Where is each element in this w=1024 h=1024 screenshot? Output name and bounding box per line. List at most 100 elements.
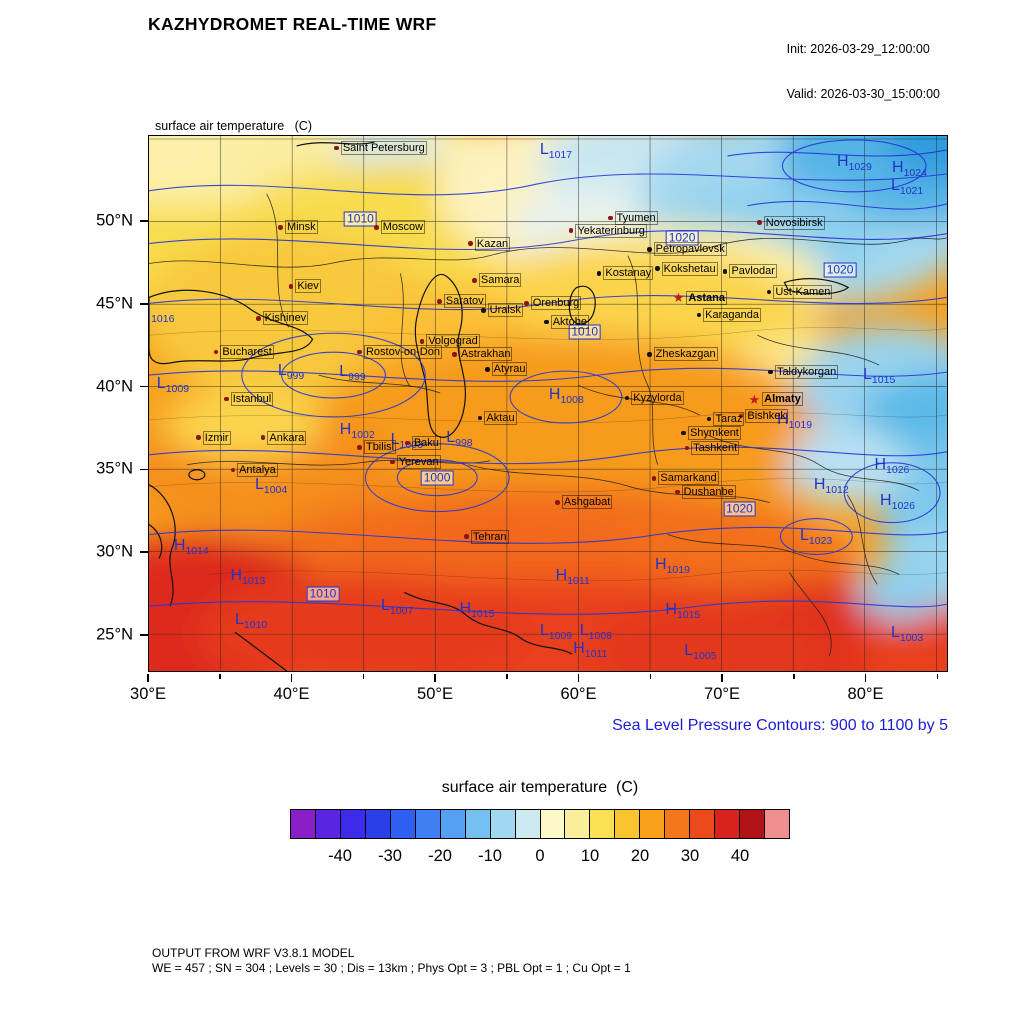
pressure-letter: H	[880, 492, 892, 510]
city-label: Tashkent	[691, 440, 740, 455]
city-dot-icon	[706, 416, 712, 422]
capital-star-icon: ★	[672, 290, 685, 306]
pressure-value: 1010	[243, 619, 268, 632]
pressure-value: 1019	[788, 419, 813, 432]
colorbar-segment	[715, 810, 741, 838]
pressure-contour-label: 1010	[344, 211, 377, 227]
pressure-value: 1009	[165, 383, 190, 396]
pressure-letter: H	[459, 600, 472, 617]
city-dot-icon	[477, 415, 483, 421]
city-dot-icon	[213, 349, 219, 355]
city-label: Petropavlovsk	[653, 242, 727, 257]
city-ankara: Ankara	[260, 430, 307, 445]
low-pressure-center-label: L1009	[157, 375, 189, 395]
pressure-value: 1002	[351, 428, 375, 441]
city-taraz: Taraz	[706, 412, 745, 426]
colorbar-tick-label: 0	[535, 847, 545, 865]
x-axis-label: 70°E	[704, 684, 740, 703]
colorbar-segment	[590, 810, 616, 838]
y-axis: 50°N 45°N 40°N 35°N 30°N 25°N	[70, 135, 148, 672]
y-axis-label: 30°N	[96, 542, 133, 561]
pressure-value: 1015	[871, 374, 896, 387]
x-axis: 30°E 40°E 50°E 60°E 70°E 80°E	[130, 673, 948, 714]
city-dot-icon	[357, 445, 362, 450]
city-ashgabat: Ashgabat	[555, 495, 613, 510]
colorbar-segment	[291, 810, 316, 838]
city-label: Minsk	[284, 220, 318, 235]
low-pressure-center-label: L1005	[684, 642, 716, 662]
pressure-contour-label: 1010	[568, 324, 602, 340]
city-minsk: Minsk	[278, 220, 318, 235]
city-aktau: Aktau	[477, 410, 517, 425]
city-baku: Baku	[405, 436, 441, 451]
city-dot-icon	[464, 534, 469, 539]
x-axis-label: 30°E	[130, 684, 166, 703]
pressure-letter: L	[235, 611, 244, 629]
pressure-letter: L	[890, 176, 900, 194]
city-tbilisi: Tbilisi	[357, 440, 397, 455]
x-axis-tick	[721, 673, 723, 682]
city-label: Tehran	[470, 529, 509, 544]
city-label: Tbilisi	[363, 440, 397, 455]
city-label: Orenburg	[530, 296, 582, 311]
city-label: Uralsk	[487, 303, 523, 318]
city-label: Aktau	[484, 410, 517, 425]
city-yekaterinburg: Yekaterinburg	[568, 223, 647, 238]
pressure-letter: H	[230, 567, 243, 585]
high-pressure-center-label: H1011	[573, 640, 607, 660]
city-dot-icon	[452, 352, 457, 357]
colorbar-segment	[565, 810, 591, 838]
city-dot-icon	[596, 271, 602, 276]
low-pressure-center-label: L1015	[863, 366, 895, 386]
pressure-contour-label: 1020	[723, 501, 756, 517]
city-dot-icon	[468, 241, 473, 246]
colorbar-segment	[340, 810, 366, 838]
pressure-value: 1019	[666, 563, 690, 576]
colorbar-tick-label: -40	[328, 847, 352, 865]
pressure-value: 1005	[693, 650, 717, 663]
city-tashkent: Tashkent	[684, 440, 740, 455]
city-label: Rostov-on-Don	[363, 345, 442, 360]
low-pressure-center-label: L999	[339, 363, 365, 383]
city-dot-icon	[419, 339, 425, 344]
high-pressure-center-label: H1019	[777, 411, 812, 431]
high-pressure-center-label: H1026	[880, 492, 915, 512]
low-pressure-center-label: L1021	[891, 177, 923, 197]
city-label: Yekaterinburg	[575, 223, 647, 238]
city-dot-icon	[608, 215, 613, 221]
city-kostanay: Kostanay	[596, 266, 654, 281]
city-dot-icon	[357, 349, 362, 355]
high-pressure-center-label: H1015	[460, 600, 495, 620]
colorbar-segment	[540, 810, 566, 838]
pressure-value: 1015	[676, 609, 701, 622]
city-dot-icon	[722, 269, 728, 274]
pressure-contour-note: Sea Level Pressure Contours: 900 to 1100…	[612, 717, 948, 734]
city-label: Baku	[411, 436, 441, 451]
city-label: Ashgabat	[561, 495, 613, 510]
high-pressure-center-label: H1024	[892, 159, 927, 179]
city-novosibirsk: Novosibirsk	[757, 215, 825, 230]
pressure-value: 1026	[886, 463, 910, 476]
page-title: KAZHYDROMET REAL-TIME WRF	[148, 14, 437, 34]
city-label: Bucharest	[220, 345, 274, 360]
city-dot-icon	[651, 476, 657, 481]
city-label: Dushanbe	[681, 484, 736, 499]
colorbar-tick-label: -20	[428, 847, 452, 865]
pressure-value: 999	[348, 371, 366, 383]
colorbar-segment	[440, 810, 466, 838]
city-izmir: Izmir	[196, 430, 231, 445]
city-dot-icon	[647, 247, 652, 252]
city-label: Kishinev	[262, 311, 309, 326]
init-valid-times: Init: 2026-03-29_12:00:00 Valid: 2026-03…	[787, 12, 940, 132]
city-bishkek: Bishkek	[738, 408, 788, 423]
y-axis-label: 40°N	[96, 377, 133, 396]
city-antalya: Antalya	[230, 462, 278, 477]
pressure-value: 1023	[808, 534, 833, 547]
footer: OUTPUT FROM WRF V3.8.1 MODEL WE = 457 ; …	[152, 946, 631, 976]
high-pressure-center-label: H1011	[556, 567, 590, 587]
colorbar-tick-label: -10	[478, 847, 502, 865]
city-dot-icon	[738, 413, 744, 419]
city-dot-icon	[196, 435, 201, 440]
city-label: Antalya	[237, 462, 278, 477]
pressure-letter: H	[573, 639, 585, 657]
